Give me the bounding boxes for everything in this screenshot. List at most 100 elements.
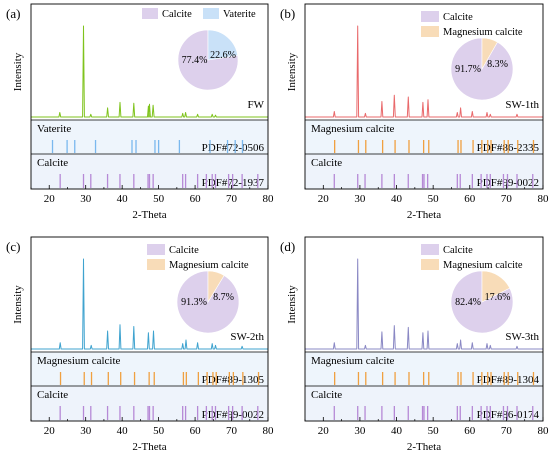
legend-label: Calcite	[162, 9, 192, 20]
x-tick-label: 20	[318, 425, 330, 437]
legend-label: Calcite	[443, 12, 473, 23]
reference-name: Magnesium calcite	[311, 123, 395, 135]
x-tick-label: 80	[538, 425, 550, 437]
reference-name: Calcite	[37, 157, 68, 169]
x-tick-label: 50	[428, 425, 440, 437]
x-tick-label: 30	[354, 425, 366, 437]
xrd-pattern-line	[31, 258, 268, 350]
legend-swatch	[147, 244, 165, 255]
pie-percent-label: 91.7%	[455, 64, 481, 75]
legend-swatch	[421, 11, 439, 22]
sample-label: SW-3th	[505, 331, 539, 343]
legend-swatch	[421, 244, 439, 255]
legend-label: Magnesium calcite	[443, 27, 523, 38]
x-tick-label: 70	[501, 193, 513, 205]
x-axis-title: 2-Theta	[407, 441, 441, 453]
xrd-pattern-line	[305, 258, 543, 350]
x-tick-label: 70	[501, 425, 513, 437]
sample-label: SW-1th	[505, 99, 539, 111]
pie-percent-label: 91.3%	[181, 297, 207, 308]
x-tick-label: 50	[153, 425, 165, 437]
pie-legend: Calcite Magnesium calcite	[147, 244, 249, 271]
x-tick-label: 30	[354, 193, 366, 205]
sample-label: SW-2th	[230, 331, 264, 343]
pie-slice-magnesium-calcite	[207, 270, 225, 304]
x-tick-label: 60	[190, 425, 202, 437]
x-tick-label: 60	[464, 193, 476, 205]
pie-percent-label: 8.7%	[213, 292, 234, 303]
y-axis-title: Intensity	[12, 52, 24, 91]
reference-name: Calcite	[311, 389, 342, 401]
panel-a: (a)FWVateritePDF#72-0506CalcitePDF#72-19…	[6, 3, 275, 221]
x-axis-title: 2-Theta	[407, 209, 441, 221]
pie-chart: 91.3% 8.7%	[176, 270, 240, 334]
x-tick-label: 30	[80, 193, 92, 205]
x-tick-label: 70	[226, 193, 238, 205]
panel-label: (c)	[6, 239, 20, 254]
x-tick-label: 50	[428, 193, 440, 205]
legend-label: Vaterite	[223, 9, 256, 20]
x-tick-label: 30	[80, 425, 92, 437]
x-tick-label: 40	[117, 425, 129, 437]
pie-slice-magnesium-calcite	[481, 37, 498, 71]
pie-percent-label: 77.4%	[182, 55, 208, 66]
reference-name: Magnesium calcite	[37, 355, 121, 367]
reference-name: Calcite	[37, 389, 68, 401]
pie-legend: Calcite Magnesium calcite	[421, 11, 523, 38]
x-axis-title: 2-Theta	[132, 441, 166, 453]
legend-swatch	[142, 8, 158, 19]
pie-chart: 77.4% 22.6%	[177, 29, 239, 91]
x-tick-label: 50	[153, 193, 165, 205]
legend-label: Magnesium calcite	[169, 260, 249, 271]
pie-slice-vaterite	[207, 29, 239, 61]
x-tick-label: 60	[464, 425, 476, 437]
x-tick-label: 40	[117, 193, 129, 205]
x-tick-label: 80	[263, 193, 275, 205]
pie-percent-label: 82.4%	[455, 297, 481, 308]
x-tick-label: 80	[263, 425, 275, 437]
pie-percent-label: 17.6%	[485, 292, 511, 303]
reference-band-top	[31, 120, 268, 154]
pie-slice-calcite	[177, 29, 239, 91]
pie-slice-magnesium-calcite	[481, 270, 511, 303]
y-axis-title: Intensity	[286, 52, 298, 91]
legend-label: Calcite	[169, 245, 199, 256]
x-tick-label: 70	[226, 425, 238, 437]
x-tick-label: 60	[190, 193, 202, 205]
legend-label: Calcite	[443, 245, 473, 256]
sample-label: FW	[248, 99, 265, 111]
xrd-pattern-line	[305, 25, 543, 118]
reference-name: Vaterite	[37, 123, 71, 135]
pie-legend: Calcite Magnesium calcite	[421, 244, 523, 271]
panel-label: (a)	[6, 6, 20, 21]
legend-label: Magnesium calcite	[443, 260, 523, 271]
pie-slice-calcite	[176, 270, 240, 334]
x-tick-label: 40	[391, 193, 403, 205]
legend-swatch	[421, 26, 439, 37]
pie-percent-label: 22.6%	[210, 50, 236, 61]
axes-frame	[304, 236, 544, 422]
legend-swatch	[147, 259, 165, 270]
legend-swatch	[421, 259, 439, 270]
pie-chart: 82.4% 17.6%	[450, 270, 514, 334]
x-tick-label: 80	[538, 193, 550, 205]
panel-label: (d)	[280, 239, 295, 254]
x-tick-label: 20	[44, 425, 56, 437]
pie-chart: 91.7% 8.3%	[450, 37, 514, 101]
axes-frame	[30, 236, 269, 422]
pie-legend: Calcite Vaterite	[142, 8, 256, 20]
x-tick-label: 20	[44, 193, 56, 205]
reference-name: Calcite	[311, 157, 342, 169]
panel-label: (b)	[280, 6, 295, 21]
reference-name: Magnesium calcite	[311, 355, 395, 367]
x-tick-label: 20	[318, 193, 330, 205]
axes-frame	[304, 3, 544, 190]
pie-percent-label: 8.3%	[487, 59, 508, 70]
legend-swatch	[203, 8, 219, 19]
y-axis-title: Intensity	[12, 285, 24, 324]
reference-pdf-label: PDF#72-0506	[202, 142, 265, 154]
